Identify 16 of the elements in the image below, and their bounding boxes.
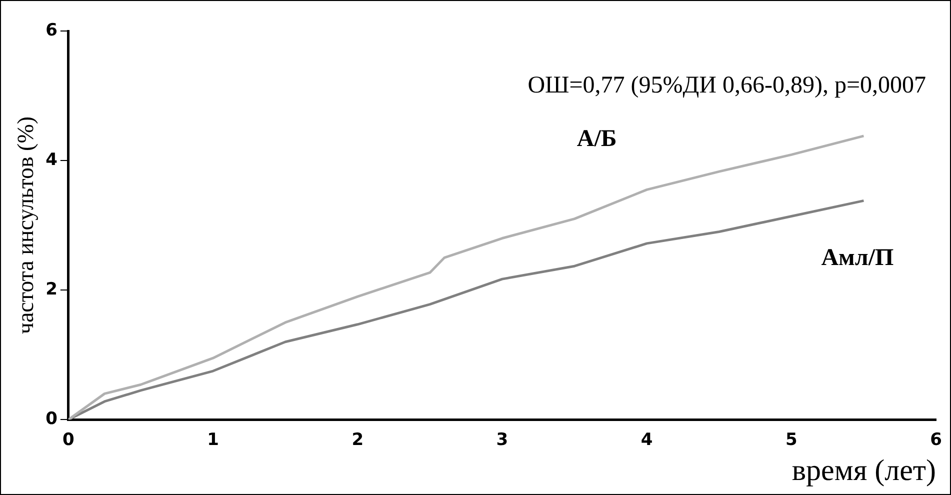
y-tick-label: 0 xyxy=(46,409,58,430)
x-tick-label: 3 xyxy=(496,430,508,450)
series-label: Амл/П xyxy=(821,244,894,271)
x-tick-label: 0 xyxy=(62,430,75,450)
x-tick-label: 1 xyxy=(207,430,219,450)
annotation: ОШ=0,77 (95%ДИ 0,66-0,89), p=0,0007 xyxy=(528,72,926,98)
y-tick-label: 2 xyxy=(46,279,58,300)
x-tick-label: 6 xyxy=(930,430,942,450)
x-tick-label: 2 xyxy=(352,430,364,450)
y-axis-title: частота инсультов (%) xyxy=(12,116,38,334)
x-tick-label: 5 xyxy=(785,430,798,450)
x-tick-label: 4 xyxy=(640,430,653,450)
series-label: А/Б xyxy=(576,126,617,152)
x-axis-title: время (лет) xyxy=(792,454,936,487)
y-tick-label: 6 xyxy=(46,20,58,40)
y-tick-label: 4 xyxy=(46,150,58,170)
